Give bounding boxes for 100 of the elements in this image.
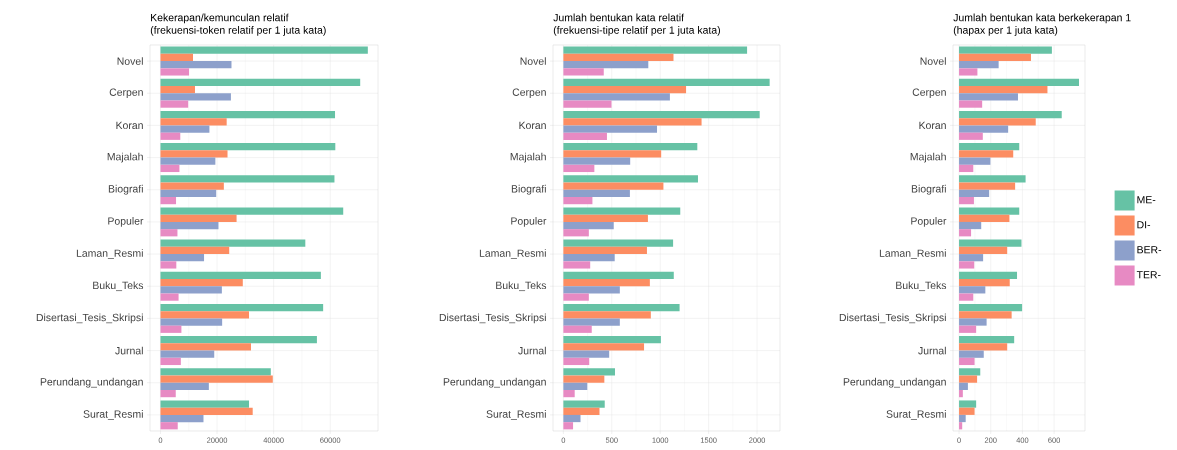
bar	[160, 389, 176, 398]
bar	[959, 110, 1062, 119]
y-tick-label: Cerpen	[109, 88, 143, 98]
bar	[563, 343, 645, 351]
bar	[959, 100, 983, 108]
bar	[563, 125, 658, 133]
bar	[160, 229, 178, 237]
bar	[160, 293, 179, 301]
bar	[563, 68, 604, 76]
bar	[959, 343, 1008, 351]
bar	[160, 143, 336, 151]
bar	[563, 93, 670, 101]
bar	[160, 118, 227, 126]
bar	[160, 357, 181, 366]
bar	[160, 318, 223, 326]
bar	[160, 221, 219, 230]
bar	[563, 293, 589, 301]
bar	[563, 118, 702, 126]
bar	[959, 157, 991, 165]
bar	[563, 175, 698, 183]
y-tick-label: Jurnal	[115, 346, 143, 355]
bar	[160, 336, 317, 344]
bar	[959, 400, 977, 408]
bar	[160, 343, 251, 351]
bar	[160, 368, 271, 376]
y-tick-label: Jurnal	[518, 346, 546, 355]
y-tick-label: Laman_Resmi	[879, 249, 946, 259]
bar	[563, 407, 600, 415]
bar	[160, 189, 217, 197]
bar	[160, 150, 228, 158]
bar	[959, 375, 978, 383]
y-tick-label: Surat_Resmi	[486, 410, 546, 420]
bar	[160, 100, 189, 108]
bar	[160, 261, 177, 269]
y-tick-label: Cerpen	[912, 88, 946, 98]
bar	[959, 221, 982, 230]
y-tick-label: Cerpen	[512, 88, 546, 98]
bar	[563, 221, 614, 230]
y-tick-label: Majalah	[107, 152, 143, 163]
y-tick-label: Novel	[117, 57, 143, 65]
y-tick-label: Buku_Teks	[496, 281, 547, 292]
bar	[160, 350, 215, 358]
chart-title: Kekerapan/kemunculan relatif	[151, 13, 289, 24]
bar	[160, 246, 230, 255]
bar	[563, 350, 610, 358]
bar	[959, 164, 974, 173]
bar	[959, 336, 1015, 344]
bar	[160, 279, 243, 287]
bar	[160, 400, 250, 408]
bar	[160, 382, 209, 390]
bar	[563, 368, 615, 376]
y-tick-label: Disertasi_Tesis_Skripsi	[36, 313, 143, 324]
bar	[160, 53, 194, 62]
bar	[959, 286, 986, 294]
chart-subtitle: (hapax per 1 juta kata)	[953, 26, 1058, 36]
y-tick-label: Novel	[920, 57, 946, 65]
y-tick-label: Disertasi_Tesis_Skripsi	[839, 313, 946, 324]
bar	[563, 61, 649, 69]
bar	[160, 422, 178, 430]
bar	[563, 46, 748, 54]
bar	[563, 110, 760, 119]
bar	[959, 325, 977, 333]
bar	[959, 414, 966, 423]
bar	[959, 78, 1079, 86]
bar	[959, 189, 990, 197]
bar	[959, 407, 975, 415]
bar	[563, 143, 698, 151]
bar	[160, 207, 344, 215]
y-tick-label: Koran	[116, 121, 143, 130]
bar	[563, 357, 590, 366]
bar	[160, 175, 335, 183]
bar	[959, 207, 1020, 215]
y-tick-label: Biografi	[911, 184, 946, 195]
y-tick-label: Surat_Resmi	[886, 410, 946, 420]
y-tick-label: Koran	[519, 121, 546, 130]
y-tick-label: Laman_Resmi	[479, 249, 546, 259]
bar	[160, 214, 237, 222]
bar	[563, 325, 592, 333]
bar	[959, 53, 1031, 62]
bar	[160, 325, 182, 333]
bar	[160, 414, 204, 423]
bar	[959, 214, 1010, 222]
bar	[959, 182, 1016, 190]
bar	[959, 254, 984, 262]
bar	[959, 196, 974, 205]
bar	[563, 100, 612, 108]
bar	[959, 261, 975, 269]
bar	[959, 68, 978, 76]
y-tick-label: Laman_Resmi	[76, 249, 143, 259]
bar	[563, 414, 581, 423]
bar	[160, 286, 222, 294]
bar	[160, 239, 306, 247]
chart-subtitle: (frekuensi-tipe relatif per 1 juta kata)	[553, 26, 720, 36]
bar	[563, 303, 680, 312]
y-tick-label: Surat_Resmi	[83, 410, 143, 420]
bar	[563, 271, 674, 279]
bar	[959, 311, 1012, 319]
bar	[160, 303, 324, 312]
y-tick-label: Buku_Teks	[93, 281, 144, 292]
bar	[160, 157, 216, 165]
